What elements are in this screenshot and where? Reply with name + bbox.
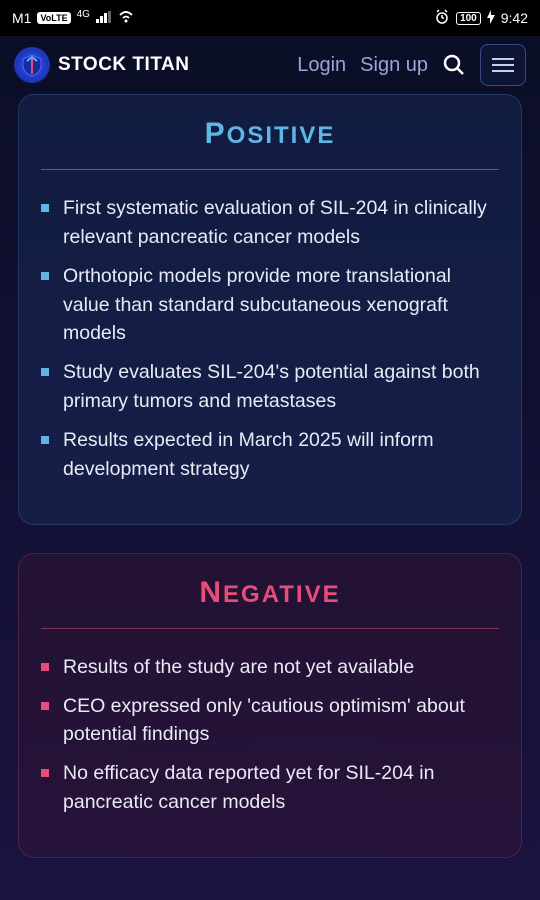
- status-right: 100 9:42: [434, 9, 528, 28]
- carrier-label: M1: [12, 10, 31, 26]
- list-item: Results of the study are not yet availab…: [41, 653, 499, 682]
- network-type: 4G: [77, 9, 90, 20]
- login-link[interactable]: Login: [297, 54, 346, 77]
- nav-bar: STOCK TITAN Login Sign up: [0, 36, 540, 94]
- battery-level: 100: [456, 12, 481, 25]
- negative-divider: [41, 628, 499, 629]
- bullet-icon: [41, 368, 49, 376]
- bullet-icon: [41, 769, 49, 777]
- bullet-icon: [41, 436, 49, 444]
- bullet-icon: [41, 702, 49, 710]
- signal-icon: [96, 10, 112, 26]
- positive-divider: [41, 169, 499, 170]
- positive-list: First systematic evaluation of SIL-204 i…: [41, 194, 499, 484]
- negative-list: Results of the study are not yet availab…: [41, 653, 499, 817]
- alarm-icon: [434, 9, 450, 28]
- volte-badge: VoLTE: [37, 12, 70, 24]
- brand-name: STOCK TITAN: [58, 54, 189, 76]
- list-item: First systematic evaluation of SIL-204 i…: [41, 194, 499, 252]
- brand-logo[interactable]: STOCK TITAN: [14, 47, 189, 83]
- logo-shield-icon: [14, 47, 50, 83]
- hamburger-icon: [492, 57, 514, 73]
- charging-icon: [487, 10, 495, 27]
- negative-card: NEGATIVE Results of the study are not ye…: [18, 553, 522, 858]
- wifi-icon: [118, 10, 134, 26]
- hamburger-menu-button[interactable]: [480, 44, 526, 86]
- list-item: Results expected in March 2025 will info…: [41, 426, 499, 484]
- list-item: Orthotopic models provide more translati…: [41, 262, 499, 349]
- main-content: POSITIVE First systematic evaluation of …: [0, 94, 540, 858]
- search-icon[interactable]: [442, 53, 466, 77]
- negative-heading: NEGATIVE: [41, 576, 499, 610]
- positive-card: POSITIVE First systematic evaluation of …: [18, 94, 522, 525]
- status-bar: M1 VoLTE 4G 100 9:42: [0, 0, 540, 36]
- signup-link[interactable]: Sign up: [360, 54, 428, 77]
- list-item: Study evaluates SIL-204's potential agai…: [41, 358, 499, 416]
- status-left: M1 VoLTE 4G: [12, 10, 134, 26]
- list-item: CEO expressed only 'cautious optimism' a…: [41, 692, 499, 750]
- bullet-icon: [41, 272, 49, 280]
- positive-heading: POSITIVE: [41, 117, 499, 151]
- bullet-icon: [41, 663, 49, 671]
- list-item: No efficacy data reported yet for SIL-20…: [41, 759, 499, 817]
- bullet-icon: [41, 204, 49, 212]
- clock-time: 9:42: [501, 10, 528, 26]
